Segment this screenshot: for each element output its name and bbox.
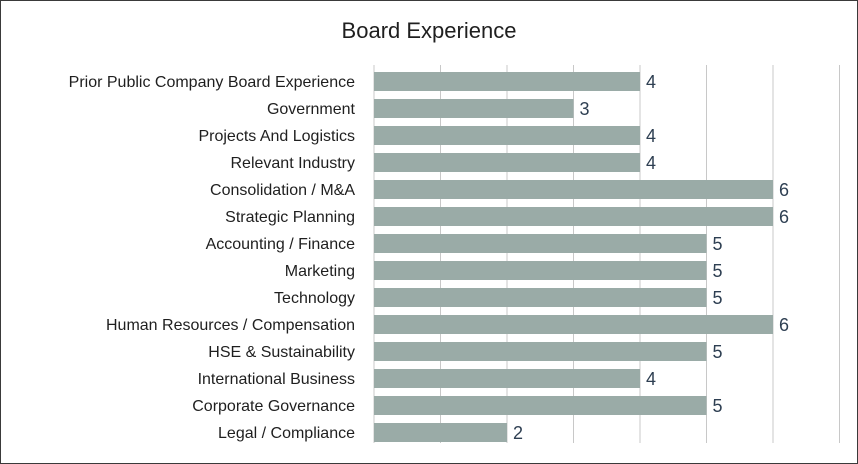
category-label: HSE & Sustainability (208, 344, 355, 361)
data-label: 5 (713, 396, 723, 416)
data-label: 6 (779, 315, 789, 335)
category-label: Marketing (285, 263, 355, 280)
category-label: International Business (198, 371, 355, 388)
category-label: Prior Public Company Board Experience (69, 74, 355, 91)
data-label: 5 (713, 261, 723, 281)
bar (374, 261, 707, 280)
data-label: 6 (779, 207, 789, 227)
bar (374, 126, 640, 145)
data-label: 5 (713, 288, 723, 308)
data-label: 5 (713, 234, 723, 254)
bars (374, 72, 773, 442)
bar (374, 153, 640, 172)
chart-title: Board Experience (341, 18, 517, 43)
category-label: Consolidation / M&A (210, 182, 355, 199)
bar (374, 180, 773, 199)
category-label: Relevant Industry (230, 155, 355, 172)
data-label: 4 (646, 369, 656, 389)
bar (374, 99, 574, 118)
bar (374, 234, 707, 253)
bar (374, 72, 640, 91)
bar (374, 369, 640, 388)
bar (374, 315, 773, 334)
bar (374, 342, 707, 361)
bar (374, 207, 773, 226)
category-label: Strategic Planning (225, 209, 355, 226)
category-label: Technology (274, 290, 355, 307)
category-label: Corporate Governance (192, 398, 355, 415)
bar (374, 396, 707, 415)
category-label: Government (267, 101, 356, 118)
data-label: 4 (646, 72, 656, 92)
data-label: 5 (713, 342, 723, 362)
data-label: 4 (646, 126, 656, 146)
bar (374, 288, 707, 307)
data-label: 2 (513, 423, 523, 443)
category-label: Human Resources / Compensation (106, 317, 355, 334)
category-labels: Prior Public Company Board Experience Gov… (69, 74, 356, 442)
bar (374, 423, 507, 442)
category-label: Legal / Compliance (218, 425, 355, 442)
data-label: 3 (580, 99, 590, 119)
value-labels: 4 3 4 4 6 6 5 5 5 6 5 4 5 2 (513, 72, 789, 443)
data-label: 4 (646, 153, 656, 173)
data-label: 6 (779, 180, 789, 200)
category-label: Projects And Logistics (198, 128, 355, 145)
category-label: Accounting / Finance (206, 236, 356, 253)
